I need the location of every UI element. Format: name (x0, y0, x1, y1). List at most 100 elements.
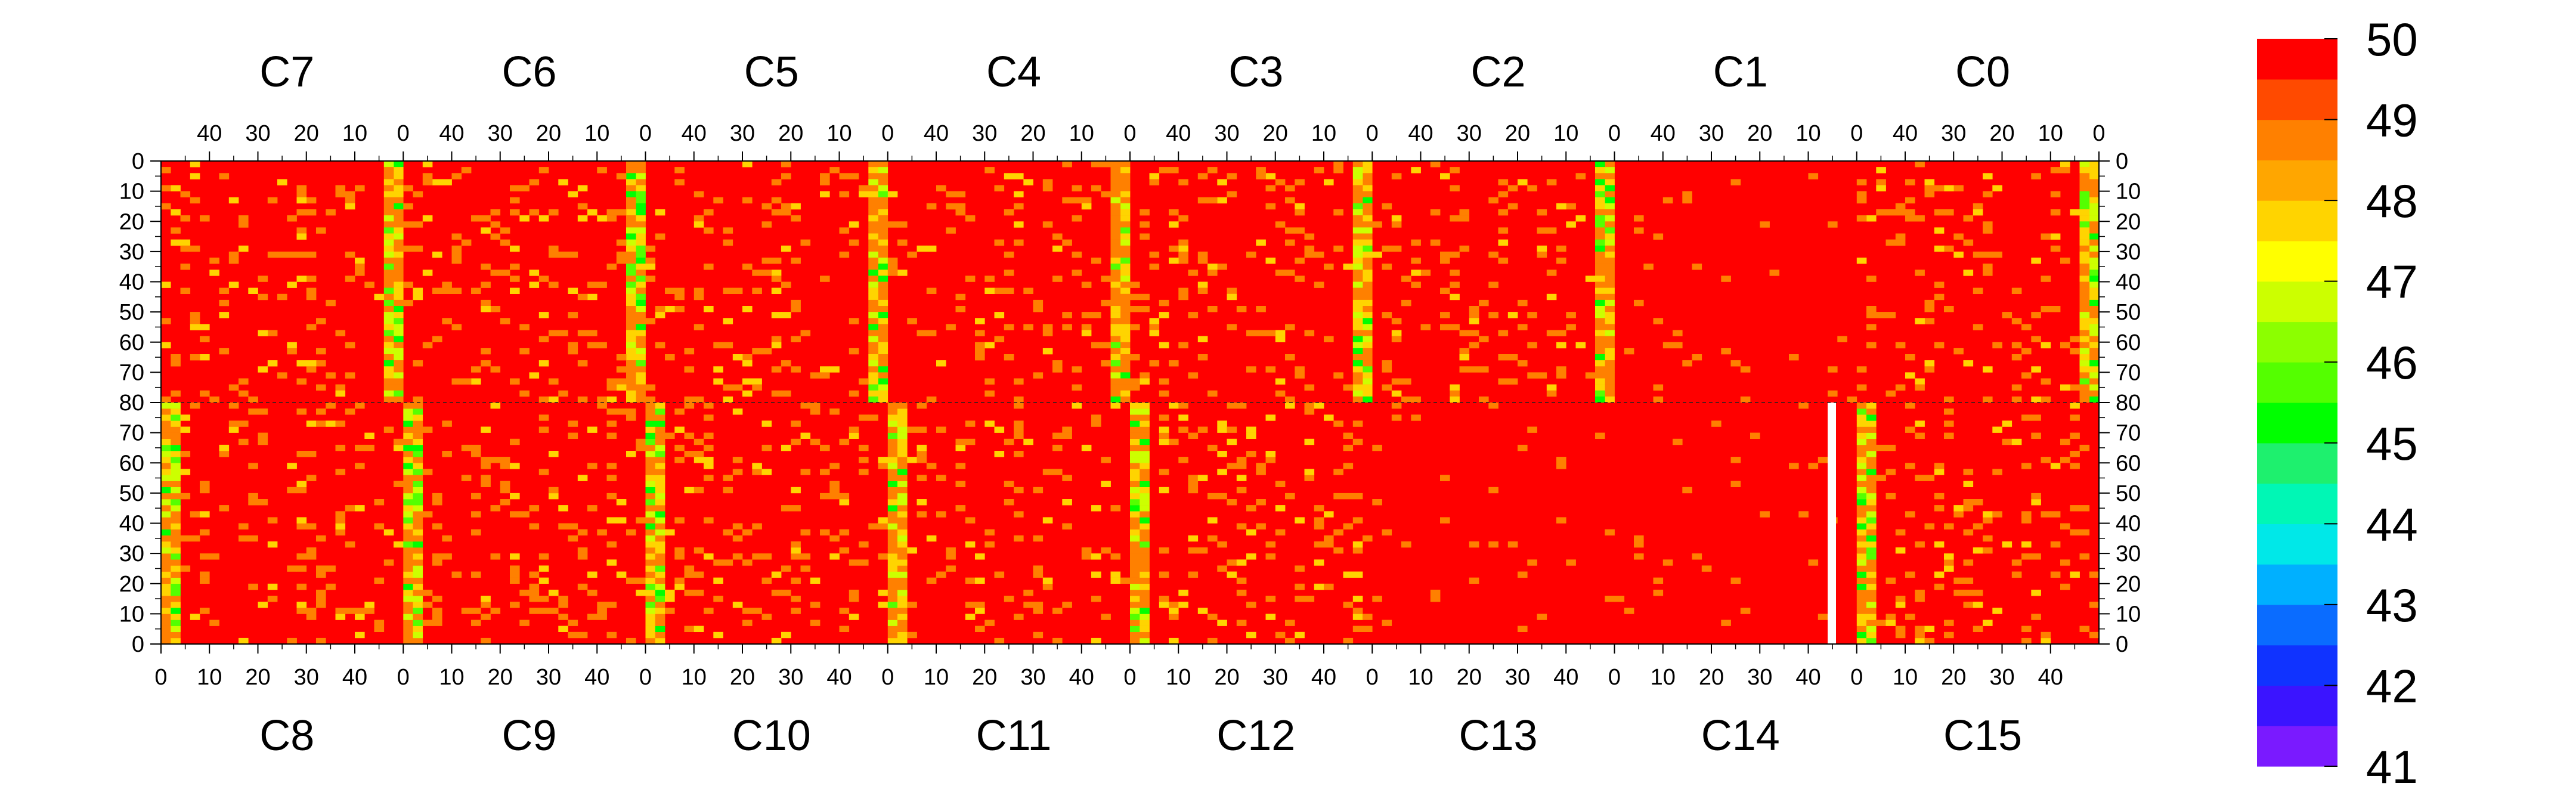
top-x-tick-label: 30 (488, 121, 513, 146)
heatmap-cell (878, 312, 888, 318)
heatmap-cell (1430, 596, 1441, 602)
heatmap-cell (1120, 191, 1131, 197)
heatmap-cell (267, 197, 278, 204)
heatmap-cell (442, 179, 452, 185)
heatmap-cell (1411, 414, 1421, 421)
heatmap-cell (897, 602, 908, 608)
heatmap-cell (326, 372, 336, 379)
heatmap-cell (519, 589, 530, 596)
heatmap-cell (975, 553, 985, 560)
heatmap-cell (926, 330, 937, 336)
heatmap-cell (752, 348, 762, 355)
heatmap-cell (1130, 499, 1140, 506)
heatmap-cell (1352, 626, 1363, 632)
heatmap-cell (2031, 414, 2041, 421)
heatmap-cell (1343, 602, 1354, 608)
heatmap-cell (975, 354, 985, 361)
heatmap-cell (171, 505, 181, 512)
colorbar-tick-label: 45 (2366, 417, 2418, 470)
heatmap-cell (887, 511, 898, 518)
heatmap-cell (810, 438, 821, 445)
heatmap-cell (887, 596, 898, 602)
heatmap-cell (1469, 312, 1479, 318)
heatmap-cell (1004, 270, 1014, 276)
heatmap-cell (1595, 233, 1605, 240)
heatmap-cell (1546, 227, 1557, 234)
bottom-x-tick-label: 40 (2038, 665, 2063, 690)
heatmap-cell (636, 354, 646, 361)
left-y-tick-label: 70 (119, 360, 144, 385)
heatmap-cell (2079, 354, 2090, 361)
heatmap-cell (1798, 511, 1809, 518)
heatmap-cell (800, 553, 811, 560)
heatmap-cell (1120, 161, 1131, 168)
heatmap-cell (1023, 438, 1033, 445)
heatmap-cell (1527, 559, 1537, 566)
heatmap-cell (791, 541, 801, 548)
heatmap-cell (645, 559, 656, 566)
heatmap-cell (645, 547, 656, 554)
heatmap-cell (1876, 185, 1886, 191)
heatmap-cell (1450, 167, 1460, 174)
heatmap-cell (471, 378, 481, 385)
heatmap-cell (538, 215, 549, 222)
heatmap-cell (1352, 396, 1363, 403)
heatmap-cell (1236, 475, 1247, 481)
heatmap-cell (645, 596, 656, 602)
heatmap-cell (693, 293, 704, 301)
heatmap-cell (1120, 348, 1131, 355)
heatmap-cell (626, 215, 636, 222)
heatmap-cell (1605, 264, 1615, 270)
heatmap-cell (1856, 602, 1867, 608)
heatmap-cell (1352, 312, 1363, 318)
heatmap-cell (161, 608, 171, 614)
heatmap-cell (1110, 306, 1121, 312)
heatmap-cell (355, 631, 365, 639)
heatmap-cell (887, 577, 898, 584)
heatmap-cell (2079, 239, 2090, 246)
heatmap-cell (1130, 547, 1140, 554)
heatmap-cell (2021, 324, 2032, 330)
heatmap-cell (2079, 444, 2090, 451)
heatmap-cell (1110, 318, 1121, 324)
heatmap-cell (296, 227, 307, 234)
heatmap-cell (1130, 487, 1140, 494)
heatmap-cell (383, 342, 394, 349)
heatmap-cell (1440, 517, 1450, 524)
heatmap-cell (490, 233, 501, 240)
heatmap-cell (529, 608, 540, 614)
heatmap-cell (1343, 493, 1354, 500)
heatmap-cell (878, 203, 888, 210)
heatmap-cell (471, 366, 481, 373)
heatmap-cell (287, 565, 297, 572)
heatmap-cell (1953, 577, 1964, 584)
heatmap-cell (1236, 523, 1247, 530)
heatmap-cell (1479, 299, 1489, 306)
heatmap-cell (161, 438, 171, 445)
heatmap-cell (597, 608, 607, 614)
heatmap-cell (887, 221, 898, 228)
bottom-channel-label: C15 (1943, 712, 2022, 760)
heatmap-cell (1023, 179, 1033, 185)
heatmap-cell (1130, 596, 1140, 602)
heatmap-cell (1507, 185, 1518, 191)
heatmap-cell (732, 287, 743, 294)
heatmap-cell (665, 596, 675, 602)
heatmap-cell (1081, 547, 1092, 554)
heatmap-cell (2089, 167, 2100, 174)
heatmap-cell (2070, 209, 2080, 216)
heatmap-cell (2089, 185, 2100, 191)
heatmap-cell (1110, 390, 1121, 397)
heatmap-cell (306, 324, 317, 330)
top-x-tick-label: 10 (342, 121, 367, 146)
heatmap-cell (1352, 173, 1363, 179)
heatmap-cell (859, 185, 869, 191)
heatmap-cell (1130, 608, 1140, 614)
heatmap-cell (1595, 432, 1605, 439)
heatmap-cell (171, 571, 181, 578)
heatmap-cell (1140, 209, 1150, 216)
heatmap-cell (742, 390, 753, 397)
heatmap-cell (868, 161, 878, 168)
heatmap-cell (907, 251, 917, 258)
heatmap-cell (2089, 366, 2100, 373)
